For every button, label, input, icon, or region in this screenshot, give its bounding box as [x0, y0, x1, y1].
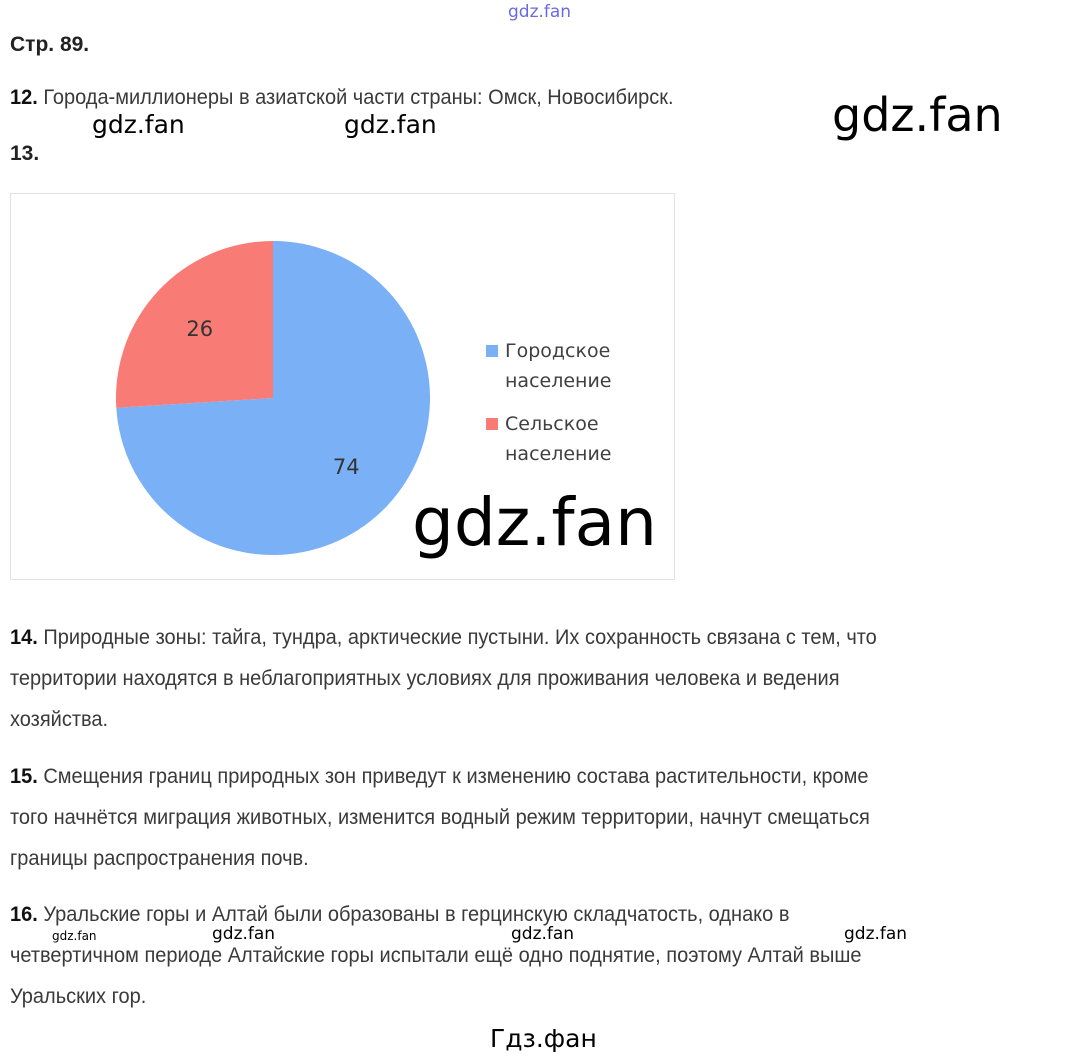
- answer-text: Города-миллионеры в азиатской части стра…: [43, 85, 674, 109]
- answer-line: четвертичном периоде Алтайские горы испы…: [10, 943, 862, 967]
- question-number: 16.: [10, 902, 38, 926]
- question-number: 12.: [10, 85, 38, 109]
- data-label: 26: [186, 317, 213, 341]
- footer-watermark: Гдз.фан: [490, 1024, 597, 1053]
- watermark: gdz.fan: [52, 929, 97, 943]
- watermark: gdz.fan: [212, 924, 276, 944]
- question-16: 16. Уральские горы и Алтай были образова…: [10, 903, 1000, 1026]
- answer-line: Уральских гор.: [10, 984, 147, 1008]
- answer-line: хозяйства.: [10, 707, 109, 731]
- watermark: gdz.fan: [844, 924, 908, 944]
- page-label: Стр. 89.: [10, 33, 90, 56]
- answer-line: Уральские горы и Алтай были образованы в…: [43, 902, 790, 926]
- watermark: gdz.fan: [511, 924, 575, 944]
- legend-item-rural: Сельское население: [505, 413, 612, 465]
- question-12: 12. Города-миллионеры в азиатской части …: [10, 86, 1000, 127]
- watermark: gdz.fan: [832, 88, 1003, 142]
- legend-item-urban: Городское население: [505, 340, 612, 392]
- question-13: 13.: [10, 142, 40, 165]
- watermark: gdz.fan: [92, 110, 185, 139]
- answer-line: того начнётся миграция животных, изменит…: [10, 805, 870, 829]
- question-number: 14.: [10, 625, 38, 649]
- answer-line: территории находятся в неблагоприятных у…: [10, 666, 840, 690]
- data-label: 74: [333, 455, 360, 479]
- legend-swatch-rural: [486, 418, 498, 430]
- pie-svg: 74 26: [116, 241, 430, 555]
- answer-line: границы распространения почв.: [10, 846, 309, 870]
- pie-chart: 74 26 Городское население Сельское населени…: [10, 193, 675, 580]
- watermark: gdz.fan: [344, 110, 437, 139]
- question-number: 15.: [10, 764, 38, 788]
- question-15: 15. Смещения границ природных зон привед…: [10, 765, 1000, 888]
- question-14: 14. Природные зоны: тайга, тундра, аркти…: [10, 626, 1000, 749]
- answer-line: Природные зоны: тайга, тундра, арктическ…: [43, 625, 877, 649]
- pie-slice-urban: [116, 241, 430, 555]
- watermark: gdz.fan: [412, 484, 657, 561]
- pie-slice-rural: [116, 241, 274, 408]
- watermark-top: gdz.fan: [508, 2, 572, 22]
- answer-line: Смещения границ природных зон приведут к…: [43, 764, 869, 788]
- legend-swatch-urban: [486, 345, 498, 357]
